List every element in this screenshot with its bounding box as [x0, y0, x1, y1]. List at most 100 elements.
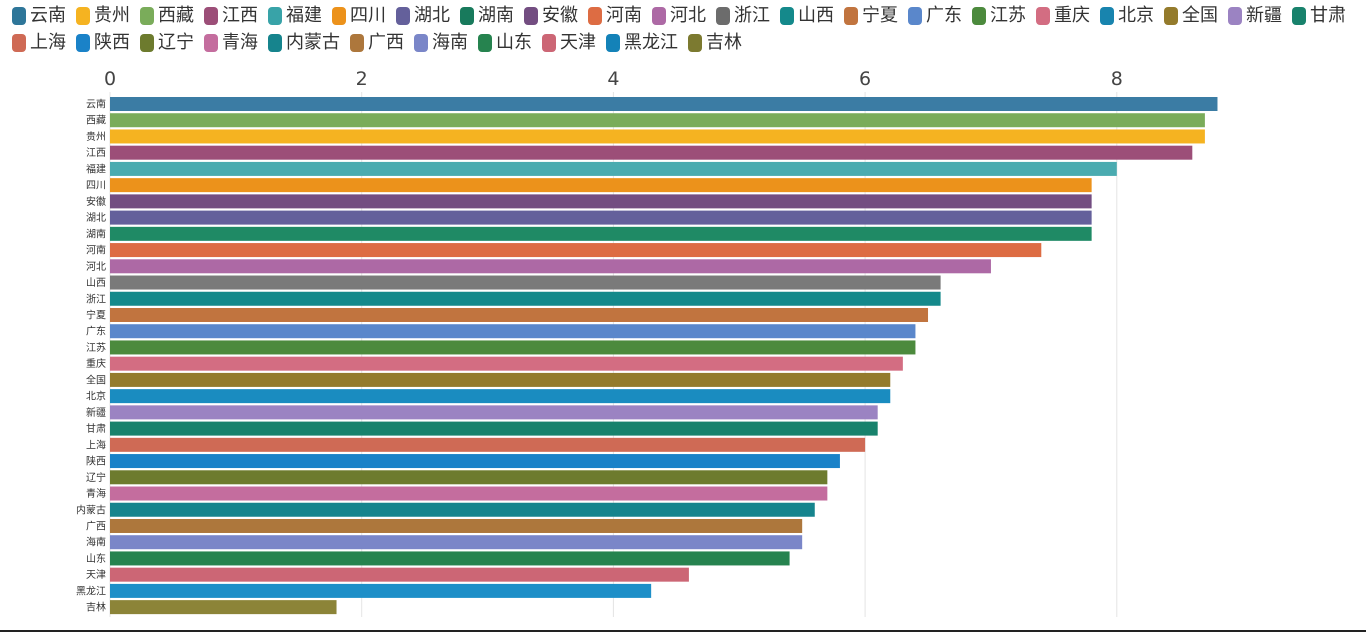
category-label: 河北 [86, 261, 106, 273]
legend-item[interactable]: 甘肃 [1292, 4, 1346, 28]
legend-item[interactable]: 广西 [350, 31, 404, 55]
legend-item[interactable]: 江西 [204, 4, 258, 28]
legend-item[interactable]: 西藏 [140, 4, 194, 28]
legend-item[interactable]: 四川 [332, 4, 386, 28]
legend-item[interactable]: 江苏 [972, 4, 1026, 28]
bar[interactable] [110, 389, 891, 404]
bar[interactable] [110, 275, 941, 290]
category-label: 西藏 [86, 115, 106, 127]
legend-swatch [972, 7, 986, 25]
legend-item[interactable]: 湖南 [460, 4, 514, 28]
bar[interactable] [110, 161, 1117, 176]
legend-item[interactable]: 青海 [204, 31, 258, 55]
legend-swatch [542, 34, 556, 52]
category-label: 广西 [86, 520, 106, 532]
bar[interactable] [110, 259, 991, 274]
bar[interactable] [110, 567, 689, 582]
bar[interactable] [110, 210, 1092, 225]
chart-legend: 云南 贵州 西藏 江西 福建 四川 湖北 湖南 安徽 河南 河北 浙江 山西 宁夏 广东 江苏 重庆 北京 全国 新疆… [12, 4, 1362, 55]
bar[interactable] [110, 226, 1092, 241]
legend-item[interactable]: 广东 [908, 4, 962, 28]
legend-item[interactable]: 天津 [542, 31, 596, 55]
bar[interactable] [110, 470, 828, 485]
bar[interactable] [110, 194, 1092, 209]
legend-item[interactable]: 福建 [268, 4, 322, 28]
bar[interactable] [110, 486, 828, 501]
legend-label: 广西 [368, 32, 404, 53]
bar[interactable] [110, 307, 929, 322]
bar[interactable] [110, 340, 916, 355]
bar[interactable] [110, 518, 803, 533]
legend-label: 河北 [670, 5, 706, 26]
bar[interactable] [110, 97, 1218, 111]
bar[interactable] [110, 145, 1193, 160]
legend-label: 安徽 [542, 5, 578, 26]
legend-swatch [204, 7, 218, 25]
bar[interactable] [110, 405, 878, 420]
legend-item[interactable]: 贵州 [76, 4, 130, 28]
category-label: 天津 [86, 569, 106, 581]
category-label: 广东 [86, 325, 106, 338]
bar[interactable] [110, 583, 652, 598]
legend-label: 河南 [606, 5, 642, 26]
bar[interactable] [110, 129, 1205, 144]
legend-item[interactable]: 北京 [1100, 4, 1154, 28]
legend-swatch [332, 7, 346, 25]
legend-item[interactable]: 辽宁 [140, 31, 194, 55]
category-label: 福建 [86, 162, 106, 175]
legend-item[interactable]: 山东 [478, 31, 532, 55]
legend-item[interactable]: 浙江 [716, 4, 770, 28]
legend-label: 江苏 [990, 5, 1026, 26]
legend-swatch [652, 7, 666, 25]
bar[interactable] [110, 356, 903, 371]
legend-item[interactable]: 陕西 [76, 31, 130, 55]
bar[interactable] [110, 502, 815, 517]
legend-item[interactable]: 湖北 [396, 4, 450, 28]
legend-item[interactable]: 黑龙江 [606, 31, 678, 55]
legend-label: 辽宁 [158, 32, 194, 53]
legend-item[interactable]: 宁夏 [844, 4, 898, 28]
legend-label: 江西 [222, 5, 258, 26]
bar[interactable] [110, 178, 1092, 193]
legend-item[interactable]: 全国 [1164, 4, 1218, 28]
legend-swatch [1228, 7, 1242, 25]
bar[interactable] [110, 324, 916, 339]
legend-label: 湖北 [414, 5, 450, 26]
bar[interactable] [110, 291, 941, 306]
legend-label: 西藏 [158, 5, 194, 26]
legend-item[interactable]: 上海 [12, 31, 66, 55]
category-label: 江苏 [86, 341, 106, 354]
bar[interactable] [110, 600, 337, 615]
legend-label: 宁夏 [862, 5, 898, 26]
legend-item[interactable]: 内蒙古 [268, 31, 340, 55]
legend-item[interactable]: 重庆 [1036, 4, 1090, 28]
legend-item[interactable]: 安徽 [524, 4, 578, 28]
legend-label: 四川 [350, 5, 386, 26]
category-label: 浙江 [86, 293, 106, 305]
legend-label: 新疆 [1246, 5, 1282, 26]
bar[interactable] [110, 421, 878, 436]
legend-item[interactable]: 海南 [414, 31, 468, 55]
legend-label: 天津 [560, 32, 596, 53]
bar[interactable] [110, 372, 891, 387]
legend-item[interactable]: 云南 [12, 4, 66, 28]
bar[interactable] [110, 551, 790, 566]
legend-item[interactable]: 山西 [780, 4, 834, 28]
category-label: 山东 [86, 552, 106, 565]
bar[interactable] [110, 243, 1042, 258]
legend-swatch [908, 7, 922, 25]
legend-swatch [716, 7, 730, 25]
legend-label: 重庆 [1054, 5, 1090, 26]
legend-label: 湖南 [478, 5, 514, 26]
bar[interactable] [110, 454, 840, 469]
category-label: 贵州 [86, 130, 106, 143]
legend-item[interactable]: 新疆 [1228, 4, 1282, 28]
bar[interactable] [110, 535, 803, 550]
legend-swatch [204, 34, 218, 52]
bar[interactable] [110, 113, 1205, 128]
legend-item[interactable]: 吉林 [688, 31, 742, 55]
legend-item[interactable]: 河北 [652, 4, 706, 28]
legend-item[interactable]: 河南 [588, 4, 642, 28]
legend-swatch [1100, 7, 1114, 25]
bar[interactable] [110, 437, 866, 452]
